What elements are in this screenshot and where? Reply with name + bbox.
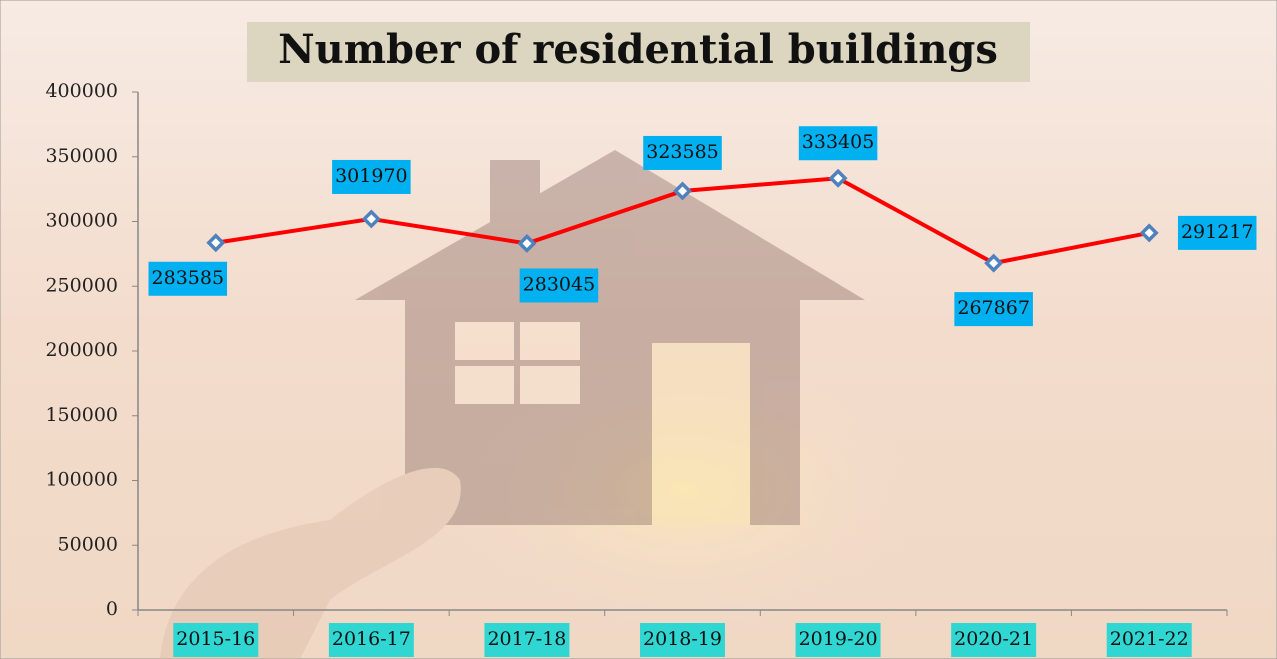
x-tick-label-box bbox=[951, 623, 1037, 657]
y-tick-label: 100000 bbox=[45, 469, 118, 491]
data-label-box bbox=[643, 135, 722, 170]
x-tick-label: 2017-18 bbox=[487, 628, 566, 650]
data-label: 333405 bbox=[802, 131, 875, 153]
data-label: 323585 bbox=[646, 141, 719, 163]
house-illustration bbox=[160, 150, 865, 659]
x-tick-label-box bbox=[1106, 623, 1192, 657]
data-point bbox=[984, 253, 1004, 273]
data-label: 301970 bbox=[335, 165, 408, 187]
data-label-box bbox=[332, 159, 411, 194]
data-label: 267867 bbox=[957, 297, 1030, 319]
title-box bbox=[247, 22, 1030, 82]
x-tick-label: 2016-17 bbox=[332, 628, 411, 650]
data-label: 283585 bbox=[152, 267, 225, 289]
data-label: 283045 bbox=[523, 273, 596, 295]
x-tick-label: 2019-20 bbox=[799, 628, 878, 650]
chart-title: Number of residential buildings bbox=[278, 26, 998, 73]
data-label-box bbox=[148, 261, 228, 296]
x-tick-label-box bbox=[173, 623, 259, 657]
data-label-box bbox=[798, 126, 878, 161]
data-point bbox=[517, 233, 537, 253]
y-tick-label: 350000 bbox=[45, 145, 118, 167]
x-tick-label-box bbox=[484, 623, 570, 657]
x-tick-label-box bbox=[640, 623, 725, 657]
y-tick-label: 0 bbox=[106, 598, 118, 620]
x-tick-label-box bbox=[795, 623, 881, 657]
data-point bbox=[1139, 223, 1159, 243]
y-tick-label: 250000 bbox=[45, 274, 118, 296]
data-label-box bbox=[1177, 215, 1257, 250]
x-tick-label: 2020-21 bbox=[954, 628, 1033, 650]
y-tick-label: 150000 bbox=[45, 404, 118, 426]
data-label-box bbox=[954, 292, 1033, 327]
y-tick-label: 200000 bbox=[45, 339, 118, 361]
data-point bbox=[828, 168, 848, 188]
y-tick-label: 50000 bbox=[58, 533, 118, 555]
data-point bbox=[206, 233, 226, 253]
data-point bbox=[673, 181, 692, 201]
x-tick-label: 2015-16 bbox=[176, 628, 255, 650]
data-label-box bbox=[519, 268, 599, 303]
data-point bbox=[361, 209, 381, 229]
glow bbox=[300, 250, 1000, 650]
x-tick-label: 2018-19 bbox=[643, 628, 722, 650]
data-label: 291217 bbox=[1181, 221, 1254, 243]
x-tick-label: 2021-22 bbox=[1110, 628, 1189, 650]
y-tick-label: 400000 bbox=[45, 80, 118, 102]
x-tick-label-box bbox=[328, 623, 414, 657]
y-tick-label: 300000 bbox=[45, 210, 118, 232]
